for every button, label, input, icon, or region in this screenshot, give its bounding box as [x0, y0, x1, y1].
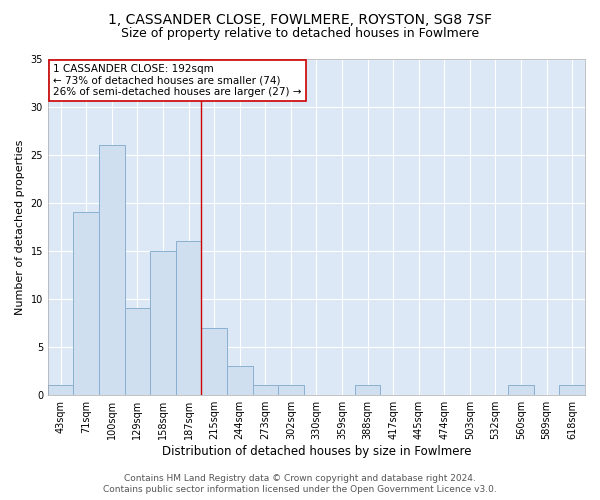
Text: Size of property relative to detached houses in Fowlmere: Size of property relative to detached ho…	[121, 28, 479, 40]
Text: 1 CASSANDER CLOSE: 192sqm
← 73% of detached houses are smaller (74)
26% of semi-: 1 CASSANDER CLOSE: 192sqm ← 73% of detac…	[53, 64, 302, 97]
X-axis label: Distribution of detached houses by size in Fowlmere: Distribution of detached houses by size …	[162, 444, 471, 458]
Bar	[48, 385, 73, 394]
Text: Contains HM Land Registry data © Crown copyright and database right 2024.
Contai: Contains HM Land Registry data © Crown c…	[103, 474, 497, 494]
Bar	[176, 241, 202, 394]
Bar	[99, 146, 125, 394]
Bar	[150, 251, 176, 394]
Bar	[559, 385, 585, 394]
Bar	[227, 366, 253, 394]
Bar	[73, 212, 99, 394]
Y-axis label: Number of detached properties: Number of detached properties	[15, 139, 25, 314]
Bar	[125, 308, 150, 394]
Text: 1, CASSANDER CLOSE, FOWLMERE, ROYSTON, SG8 7SF: 1, CASSANDER CLOSE, FOWLMERE, ROYSTON, S…	[108, 12, 492, 26]
Bar	[278, 385, 304, 394]
Bar	[355, 385, 380, 394]
Bar	[508, 385, 534, 394]
Bar	[202, 328, 227, 394]
Bar	[253, 385, 278, 394]
